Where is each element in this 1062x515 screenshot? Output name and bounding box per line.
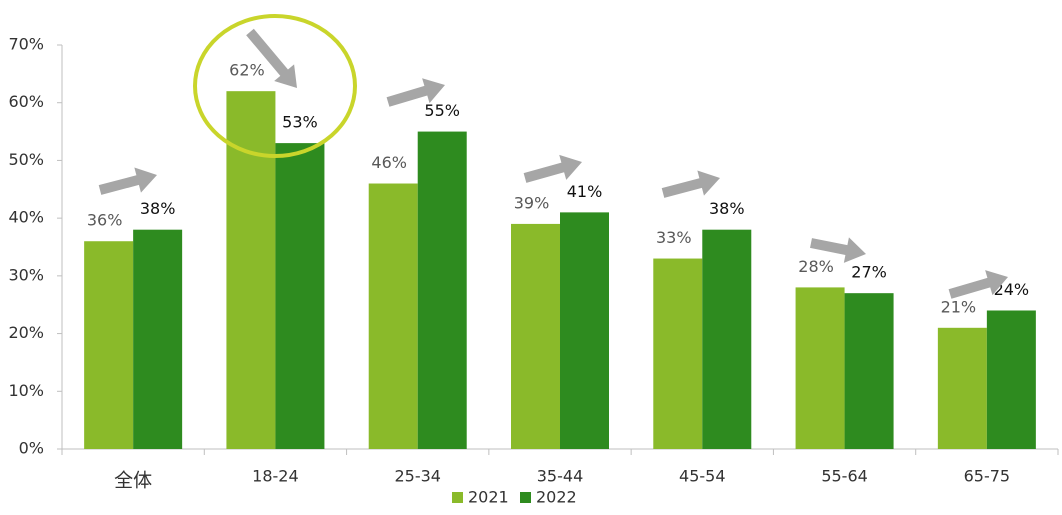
- bar: [275, 143, 325, 449]
- annotations: [98, 14, 1008, 299]
- data-label: 38%: [140, 199, 176, 218]
- data-label: 39%: [514, 193, 550, 212]
- data-label: 38%: [709, 199, 745, 218]
- bar: [417, 131, 467, 450]
- bar: [702, 229, 752, 449]
- y-tick-label: 50%: [8, 150, 44, 169]
- x-tick-label: 35-44: [537, 467, 584, 486]
- x-tick-label: 18-24: [252, 467, 299, 486]
- x-tick-label: 全体: [114, 470, 152, 492]
- arrow: [661, 170, 720, 198]
- bar: [84, 241, 134, 449]
- y-tick-label: 40%: [8, 208, 44, 227]
- bar: [560, 212, 609, 449]
- arrow: [98, 167, 157, 195]
- legend-swatch: [520, 492, 531, 503]
- bar: [844, 293, 894, 449]
- data-label: 24%: [994, 280, 1030, 299]
- legend-label: 2021: [468, 488, 509, 507]
- y-tick-label: 20%: [8, 323, 44, 342]
- arrow: [810, 237, 866, 263]
- data-label: 53%: [282, 113, 318, 132]
- arrow: [246, 28, 297, 88]
- x-tick-label: 65-75: [964, 467, 1011, 486]
- bar: [653, 258, 703, 449]
- bar: [511, 223, 560, 449]
- arrow: [948, 270, 1008, 299]
- x-tick-label: 45-54: [679, 467, 726, 486]
- bar: [368, 183, 418, 449]
- data-label: 55%: [424, 101, 460, 120]
- data-label: 27%: [851, 263, 887, 282]
- arrow: [386, 78, 445, 107]
- data-label: 28%: [798, 257, 834, 276]
- arrow: [523, 154, 582, 183]
- data-label: 33%: [656, 228, 692, 247]
- bar: [133, 229, 183, 449]
- data-label: 46%: [371, 153, 407, 172]
- y-tick-label: 0%: [19, 439, 44, 458]
- data-label: 36%: [87, 211, 123, 230]
- data-label: 62%: [229, 61, 265, 80]
- bar: [937, 327, 987, 449]
- bar: [795, 287, 845, 449]
- bar: [986, 310, 1036, 449]
- legend-swatch: [452, 492, 463, 503]
- data-label: 41%: [567, 182, 603, 201]
- data-label: 21%: [941, 297, 977, 316]
- highlight-circle: [193, 14, 357, 158]
- x-tick-label: 25-34: [394, 467, 441, 486]
- x-tick-label: 55-64: [821, 467, 868, 486]
- y-tick-label: 10%: [8, 381, 44, 400]
- legend-label: 2022: [536, 488, 577, 507]
- bar: [226, 91, 276, 450]
- y-tick-label: 60%: [8, 92, 44, 111]
- y-tick-label: 30%: [8, 265, 44, 284]
- y-tick-label: 70%: [8, 35, 44, 54]
